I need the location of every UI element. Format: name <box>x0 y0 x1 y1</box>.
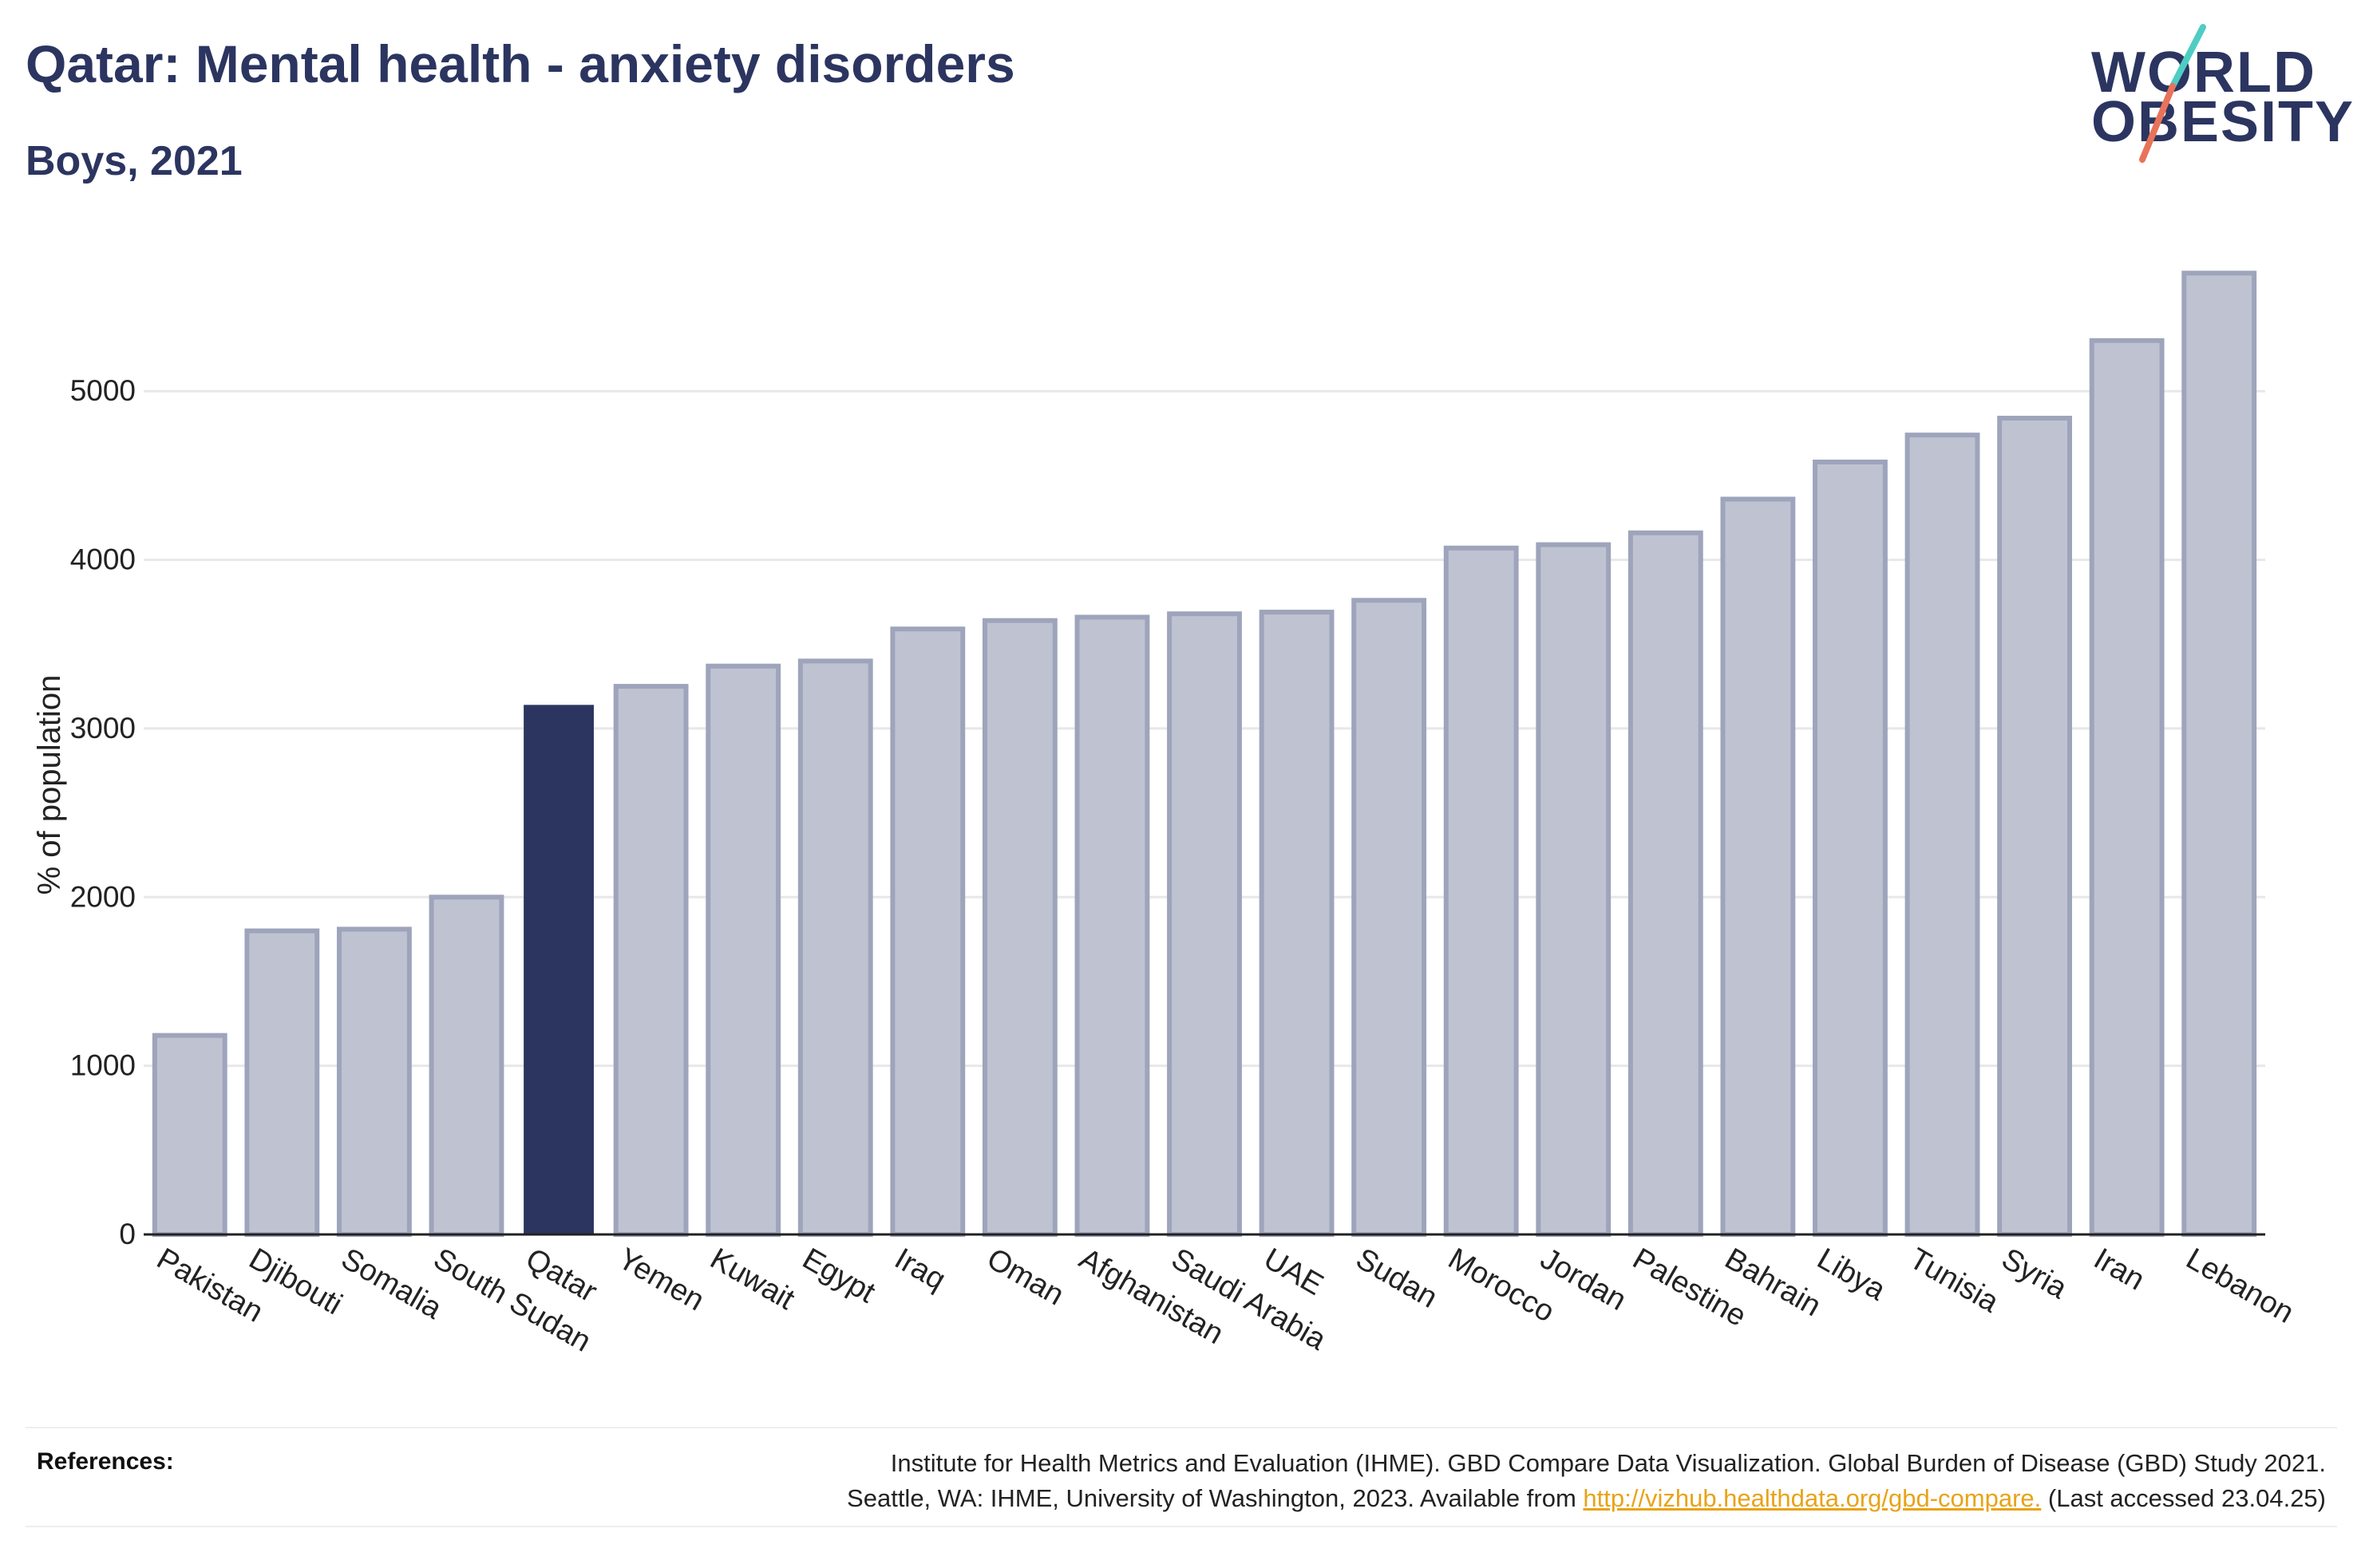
bar-syria <box>1997 416 2073 1237</box>
bar-egypt <box>797 658 873 1237</box>
bar-iraq <box>890 626 966 1237</box>
references-line-2: Seattle, WA: IHME, University of Washing… <box>847 1481 2326 1516</box>
bar-tunisia <box>1904 432 1980 1237</box>
x-tick-label: Lebanon <box>2181 1242 2300 1329</box>
logo-slash-icon <box>2139 24 2206 163</box>
y-tick-label: 2000 <box>70 880 136 913</box>
bar-qatar <box>524 705 594 1234</box>
x-tick-label: Iran <box>2088 1242 2150 1297</box>
bar-iran <box>2089 338 2165 1237</box>
references-text: Institute for Health Metrics and Evaluat… <box>847 1446 2326 1516</box>
bar-south-sudan <box>429 895 504 1237</box>
references-line-2-suffix: (Last accessed 23.04.25) <box>2041 1484 2326 1512</box>
x-tick-label: Somalia <box>335 1242 448 1325</box>
x-tick-label: Oman <box>981 1242 1070 1312</box>
bar-lebanon <box>2181 271 2257 1237</box>
logo-text-line2: OBESITY <box>2091 90 2355 154</box>
world-obesity-logo: WORLD OBESITY <box>2075 24 2353 168</box>
y-tick-label: 5000 <box>70 374 136 407</box>
x-tick-label: Iraq <box>889 1242 951 1297</box>
bar-uae <box>1259 610 1335 1237</box>
bar-saudi-arabia <box>1167 611 1242 1237</box>
x-tick-label: Egypt <box>797 1242 881 1309</box>
logo-text-line1: WORLD <box>2091 41 2316 105</box>
bar-afghanistan <box>1074 614 1150 1237</box>
bar-jordan <box>1536 542 1612 1237</box>
references-divider-top <box>26 1427 2337 1428</box>
references-link[interactable]: http://vizhub.healthdata.org/gbd-compare… <box>1583 1484 2042 1512</box>
bar-yemen <box>613 684 689 1237</box>
x-tick-label: Yemen <box>612 1242 710 1317</box>
y-tick-label: 4000 <box>70 543 136 576</box>
references-label: References: <box>37 1448 174 1475</box>
bar-kuwait <box>706 663 781 1237</box>
references-line-2-prefix: Seattle, WA: IHME, University of Washing… <box>847 1484 1584 1512</box>
x-tick-label: Syria <box>1996 1242 2074 1305</box>
x-tick-label: Pakistan <box>151 1242 268 1329</box>
x-tick-label: Kuwait <box>705 1242 801 1317</box>
bar-sudan <box>1351 598 1427 1237</box>
bar-libya <box>1813 459 1888 1237</box>
bar-djibouti <box>244 928 320 1237</box>
y-axis-title: % of population <box>32 675 67 895</box>
x-tick-label: Tunisia <box>1904 1242 2005 1319</box>
bar-pakistan <box>152 1033 227 1237</box>
bar-chart: 0 1000 2000 3000 4000 5000 % of population Paki… <box>32 271 2300 1359</box>
y-tick-label: 1000 <box>70 1049 136 1082</box>
y-tick-label: 3000 <box>70 712 136 745</box>
bar-palestine <box>1627 530 1703 1237</box>
bar-morocco <box>1443 545 1519 1237</box>
x-tick-label: Morocco <box>1442 1242 1560 1329</box>
x-tick-label: Sudan <box>1351 1242 1443 1314</box>
references-line-1: Institute for Health Metrics and Evaluat… <box>890 1449 2326 1477</box>
y-tick-label: 0 <box>119 1218 136 1250</box>
chart-title: Qatar: Mental health - anxiety disorders <box>26 34 1015 93</box>
chart-subtitle: Boys, 2021 <box>26 138 243 184</box>
bar-bahrain <box>1720 496 1796 1237</box>
references-divider-bottom <box>26 1526 2337 1527</box>
bar-oman <box>982 618 1058 1237</box>
bar-somalia <box>336 926 412 1238</box>
